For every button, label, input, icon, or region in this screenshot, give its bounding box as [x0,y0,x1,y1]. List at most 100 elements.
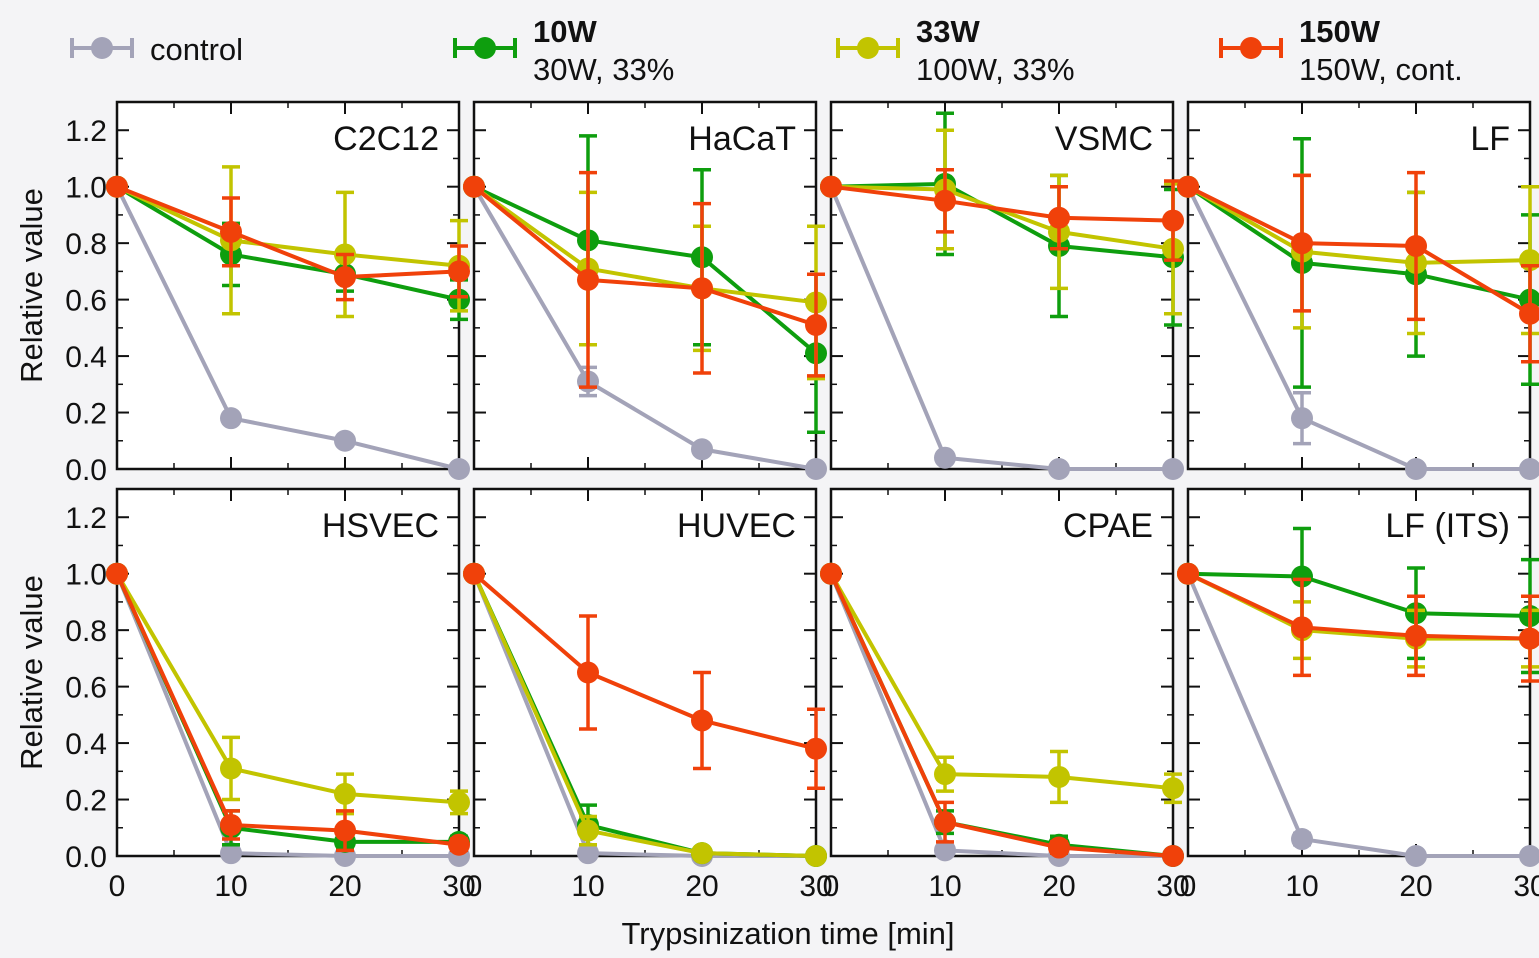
legend-sublabel-w10: 30W, 33% [533,52,674,87]
data-point [1291,616,1313,639]
data-point [805,458,827,480]
legend-marker-w33 [857,37,879,59]
y-tick-label: 0.6 [65,285,107,318]
x-tick-label: 0 [823,870,840,903]
plot-frame [1186,487,1532,858]
panel-cpae: 0 10 20 30 CPAE [820,487,1190,903]
data-point [448,458,470,480]
data-point [934,811,956,834]
data-point [1519,302,1539,325]
x-tick-label: 20 [1399,870,1432,903]
x-tick-label: 30 [1513,870,1539,903]
y-tick-label: 1.0 [65,172,107,205]
series-line-w150 [829,572,1174,858]
series-w150 [820,562,1184,867]
data-point [220,407,242,430]
series-line-w33 [1187,184,1531,265]
x-axis-title: Trypsinization time [min] [621,916,954,951]
data-point [220,842,242,865]
data-point [334,429,356,452]
data-point [106,175,128,198]
data-point [1291,828,1313,851]
series-line-control [472,185,817,471]
y-tick-label: 0.6 [65,672,107,705]
panel-title: HaCaT [688,120,796,158]
data-point [1405,624,1427,647]
series-w150 [820,168,1184,262]
series-line-control [1186,572,1530,858]
data-point [1177,175,1199,198]
series-line-w150 [116,184,460,280]
series-line-control [1186,185,1530,471]
x-tick-label: 0 [466,870,483,903]
x-tick-label: 20 [1042,870,1075,903]
series-w150 [1177,562,1539,683]
y-tick-label: 0.0 [65,841,107,874]
data-point [1405,458,1427,480]
panel-huvec: 0 10 20 30 HUVEC [463,487,833,903]
series-control [820,175,1184,480]
series-control [1177,562,1539,867]
y-axis-title: Relative value [14,188,49,383]
legend-sublabel-w33: 100W, 33% [916,52,1075,87]
y-tick-label: 0.8 [65,228,107,261]
data-point [1048,206,1070,229]
data-point [448,260,470,283]
panel-lf: LF [1177,100,1539,480]
data-point [1519,627,1539,650]
panel-c2c12: 0.0 0.2 0.4 0.6 0.8 1.0 1.2 C2C12 [65,100,470,487]
data-point [106,562,128,585]
data-point [577,842,599,865]
data-point [220,220,242,243]
legend-marker-w150 [1240,37,1262,59]
data-point [577,661,599,684]
data-point [1405,845,1427,867]
data-point [1048,765,1070,788]
data-point [934,839,956,862]
panel-title: C2C12 [333,120,439,158]
x-tick-label: 0 [109,870,126,903]
series-w150 [1177,170,1539,364]
series-line-w150 [830,184,1174,223]
panel-title: CPAE [1063,507,1153,545]
panel-hsvec: 0.0 0.2 0.4 0.6 0.8 1.0 1.2 0 10 20 30 HSVEC [65,487,476,903]
panel-title: VSMC [1055,120,1153,158]
series-w150 [463,170,827,389]
y-tick-label: 0.0 [65,454,107,487]
panel-title: HUVEC [677,507,796,545]
data-point [334,266,356,289]
series-w150 [106,175,470,302]
data-point [820,175,842,198]
data-point [1162,458,1184,480]
legend-marker-w10 [474,37,496,59]
y-tick-label: 0.2 [65,398,107,431]
x-tick-label: 20 [328,870,361,903]
legend-label-w10: 10W [533,14,597,49]
series-line-w150 [115,572,460,847]
data-point [1405,234,1427,257]
data-point [1291,232,1313,255]
data-point [691,842,713,865]
series-line-control [829,572,1173,858]
data-point [805,845,827,867]
series-line-w150 [1187,571,1531,641]
data-point [820,562,842,585]
series-line-w33 [115,572,460,805]
series-line-control [115,572,459,858]
series-line-w10 [1186,185,1531,302]
data-point [334,819,356,842]
data-point [463,175,485,198]
data-point [448,791,470,814]
series-line-w33 [116,184,460,268]
series-line-w150 [1187,184,1532,316]
legend-marker-control [91,37,113,59]
data-point [577,268,599,291]
series-line-w150 [472,185,817,327]
series-w150 [463,562,827,790]
y-tick-label: 0.8 [65,615,107,648]
y-tick-label: 0.4 [65,341,107,374]
data-point [934,763,956,786]
